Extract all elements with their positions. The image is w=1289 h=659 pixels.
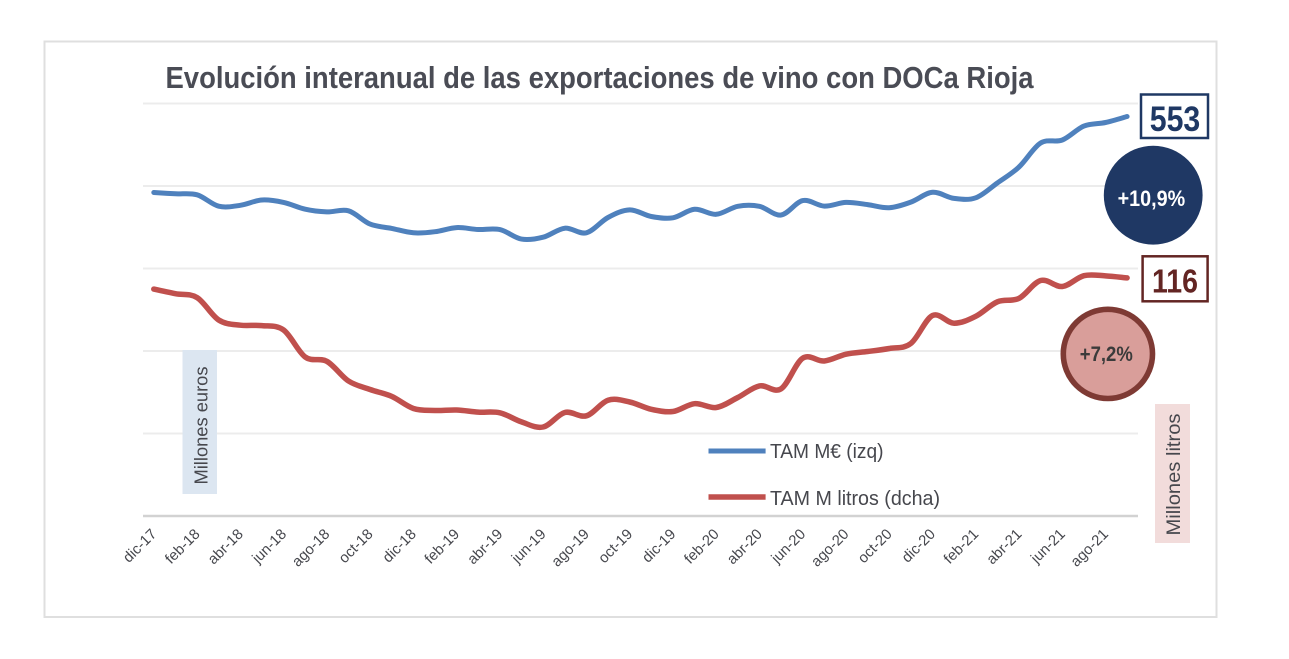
svg-text:TAM M€ (izq): TAM M€ (izq) [770, 440, 884, 463]
svg-text:+10,9%: +10,9% [1118, 186, 1186, 211]
svg-text:116: 116 [1152, 263, 1198, 300]
svg-text:+7,2%: +7,2% [1080, 343, 1133, 366]
svg-text:TAM M litros (dcha): TAM M litros (dcha) [770, 487, 940, 510]
svg-text:553: 553 [1150, 100, 1201, 139]
svg-text:Evolución interanual de las ex: Evolución interanual de las exportacione… [166, 62, 1034, 95]
svg-text:Millones litros: Millones litros [1164, 414, 1185, 536]
svg-text:Millones euros: Millones euros [190, 367, 211, 485]
